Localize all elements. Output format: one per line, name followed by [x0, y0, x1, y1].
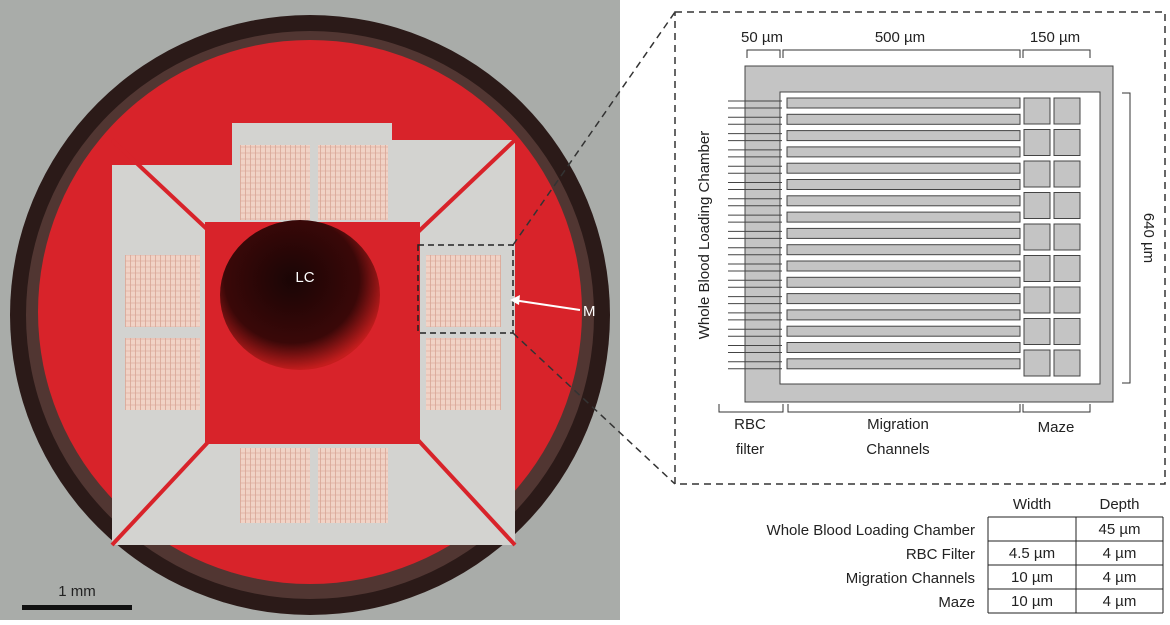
- row-label: Migration Channels: [846, 570, 975, 587]
- migration-channel: [787, 212, 1020, 222]
- maze-cell: [1054, 319, 1080, 345]
- photo: LC M 1 mm: [0, 0, 620, 620]
- side-label: Whole Blood Loading Chamber: [696, 131, 713, 339]
- maze-cell: [1024, 161, 1050, 187]
- dimension: 500 µm: [875, 29, 925, 46]
- migration-channel: [787, 147, 1020, 157]
- maze-cell: [1024, 319, 1050, 345]
- maze-cell: [1024, 98, 1050, 124]
- table-cell: 4 µm: [1103, 569, 1137, 586]
- migration-channel: [787, 131, 1020, 141]
- figure: LC M 1 mm 50 µm 500 µm 150 µm 640 µm Who…: [0, 0, 1170, 620]
- section-label: Migration: [867, 416, 929, 433]
- migration-channel: [787, 245, 1020, 255]
- maze-cell: [1024, 224, 1050, 250]
- table-cell: 4.5 µm: [1009, 545, 1055, 562]
- row-label: Maze: [938, 594, 975, 611]
- migration-channel: [787, 114, 1020, 124]
- maze-cell: [1054, 350, 1080, 376]
- maze-cell: [1054, 224, 1080, 250]
- table-cell: 4 µm: [1103, 545, 1137, 562]
- table: Width Depth Whole Blood Loading Chamber 45 …: [767, 496, 1163, 613]
- maze-cell: [1054, 161, 1080, 187]
- migration-channel: [787, 343, 1020, 353]
- maze-cell: [1054, 256, 1080, 282]
- table-cell: 4 µm: [1103, 593, 1137, 610]
- maze-cell: [1024, 130, 1050, 156]
- column-header: Width: [1013, 496, 1051, 513]
- maze-cell: [1024, 256, 1050, 282]
- table-cell: 10 µm: [1011, 569, 1053, 586]
- maze-cell: [1054, 193, 1080, 219]
- table-cell: 10 µm: [1011, 593, 1053, 610]
- row-label: RBC Filter: [906, 546, 975, 563]
- dimension: 50 µm: [741, 29, 783, 46]
- section-label: Channels: [866, 441, 929, 458]
- scale-bar: 1 mm: [58, 583, 96, 600]
- section-label: Maze: [1038, 419, 1075, 436]
- migration-channel: [787, 326, 1020, 336]
- migration-channel: [787, 180, 1020, 190]
- migration-channel: [787, 228, 1020, 238]
- column-header: Depth: [1099, 496, 1139, 513]
- migration-channel: [787, 98, 1020, 108]
- dimension: 150 µm: [1030, 29, 1080, 46]
- maze-cell: [1054, 287, 1080, 313]
- migration-channel: [787, 261, 1020, 271]
- migration-channel: [787, 310, 1020, 320]
- migration-channel: [787, 196, 1020, 206]
- maze-cell: [1024, 350, 1050, 376]
- channels-label: M: [583, 303, 596, 320]
- migration-channel: [787, 163, 1020, 173]
- migration-channel: [787, 294, 1020, 304]
- dimension: 640 µm: [1140, 213, 1157, 263]
- maze-cell: [1024, 193, 1050, 219]
- migration-channel: [787, 359, 1020, 369]
- maze-cell: [1054, 130, 1080, 156]
- section-label: filter: [736, 441, 764, 458]
- chamber-label: LC: [295, 269, 314, 286]
- row-label: Whole Blood Loading Chamber: [767, 522, 975, 539]
- section-label: RBC: [734, 416, 766, 433]
- migration-channel: [787, 277, 1020, 287]
- maze-cell: [1024, 287, 1050, 313]
- table-cell: 45 µm: [1099, 521, 1141, 538]
- maze-cell: [1054, 98, 1080, 124]
